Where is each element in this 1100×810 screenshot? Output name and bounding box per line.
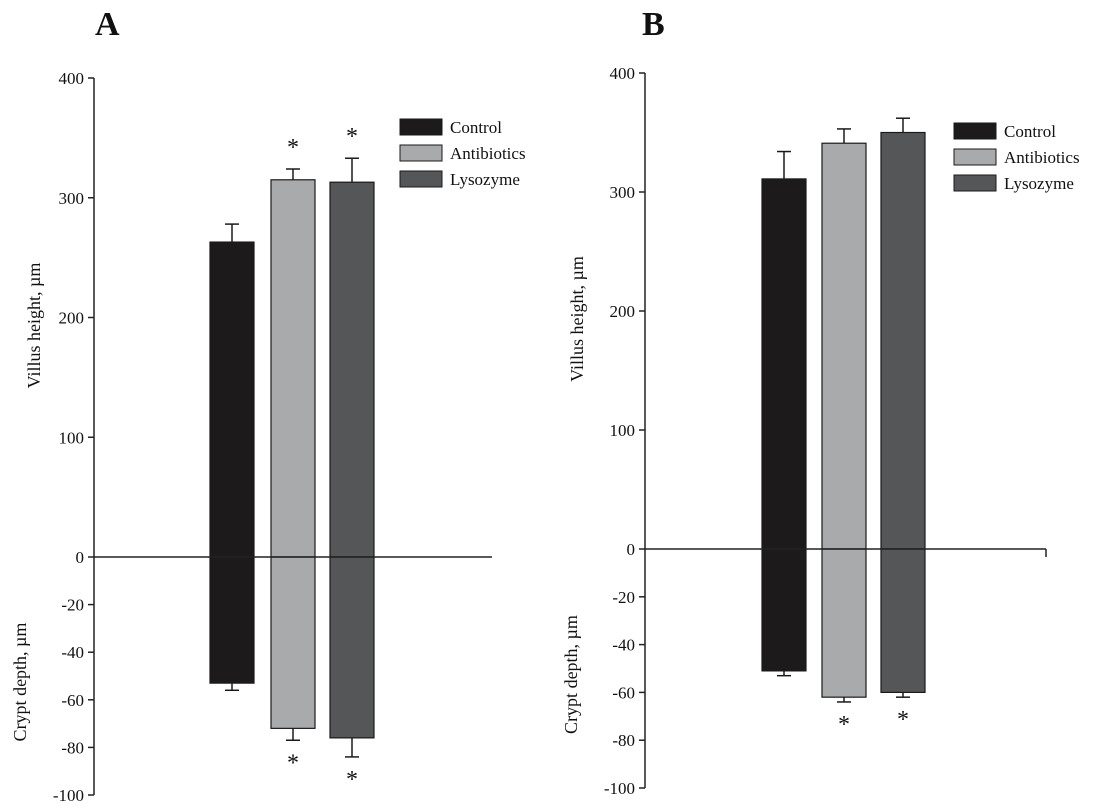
panel-b: B 0 100 200 300 400 -20 -40 -60 -80 -100 Villus hei… [561, 6, 1080, 798]
y-tick-label: -60 [612, 683, 635, 702]
bar-antibiotics-crypt [821, 548, 867, 698]
y-tick-label: 0 [627, 540, 636, 559]
panel-letter: A [95, 6, 120, 43]
y-tick-label: 100 [610, 421, 636, 440]
significance-asterisk: * [346, 124, 358, 150]
y-tick-label: -80 [61, 738, 84, 757]
legend-swatch-antibiotics [953, 148, 997, 166]
legend-swatch-control [953, 122, 997, 140]
legend-swatch-lysozyme [399, 170, 443, 188]
y-tick-label: -60 [61, 691, 84, 710]
significance-asterisk: * [287, 135, 299, 161]
legend: Control Antibiotics Lysozyme [953, 122, 1080, 193]
y-axis-title-villus: Villus height, µm [24, 263, 44, 389]
bar-control-crypt [209, 556, 255, 684]
legend-swatch-antibiotics [399, 144, 443, 162]
bar-control-villus [209, 241, 255, 558]
legend-swatch-lysozyme [953, 174, 997, 192]
y-tick-label: -100 [53, 786, 84, 805]
legend-label-lysozyme: Lysozyme [450, 170, 520, 189]
y-tick-label: 0 [76, 548, 85, 567]
legend-label-antibiotics: Antibiotics [450, 144, 526, 163]
significance-asterisk: * [897, 707, 909, 733]
y-tick-label: 400 [59, 69, 85, 88]
y-axis-title-crypt: Crypt depth, µm [561, 615, 581, 734]
bar-antibiotics-crypt [270, 556, 316, 729]
y-tick-label: -40 [61, 643, 84, 662]
bar-lysozyme-villus [329, 181, 375, 558]
y-tick-label: 300 [610, 183, 636, 202]
legend-label-control: Control [450, 118, 502, 137]
significance-asterisk: * [287, 750, 299, 776]
bar-control-villus [761, 178, 807, 550]
bar-antibiotics-villus [270, 179, 316, 558]
significance-asterisk: * [346, 767, 358, 793]
bar-control-crypt [761, 548, 807, 672]
y-axis-title-villus: Villus height, µm [567, 256, 587, 382]
legend: Control Antibiotics Lysozyme [399, 118, 526, 189]
y-tick-label: -80 [612, 731, 635, 750]
y-tick-label: 200 [59, 309, 85, 328]
y-tick-label: -20 [61, 596, 84, 615]
legend-label-antibiotics: Antibiotics [1004, 148, 1080, 167]
panel-a: A 0 100 200 300 400 -20 -40 -60 -80 -100 Villus hei… [10, 6, 526, 805]
y-tick-label: 200 [610, 302, 636, 321]
legend-swatch-control [399, 118, 443, 136]
y-tick-label: 400 [610, 64, 636, 83]
y-tick-label: -20 [612, 588, 635, 607]
y-tick-label: -40 [612, 636, 635, 655]
significance-asterisk: * [838, 712, 850, 738]
y-tick-label: -100 [604, 779, 635, 798]
bar-antibiotics-villus [821, 142, 867, 550]
y-axis-title-crypt: Crypt depth, µm [10, 623, 30, 742]
bar-lysozyme-crypt [880, 548, 926, 693]
y-tick-label: 300 [59, 189, 85, 208]
legend-label-control: Control [1004, 122, 1056, 141]
y-tick-label: 100 [59, 428, 85, 447]
bar-lysozyme-crypt [329, 556, 375, 739]
bar-lysozyme-villus [880, 131, 926, 550]
panel-letter: B [642, 6, 665, 43]
legend-label-lysozyme: Lysozyme [1004, 174, 1074, 193]
